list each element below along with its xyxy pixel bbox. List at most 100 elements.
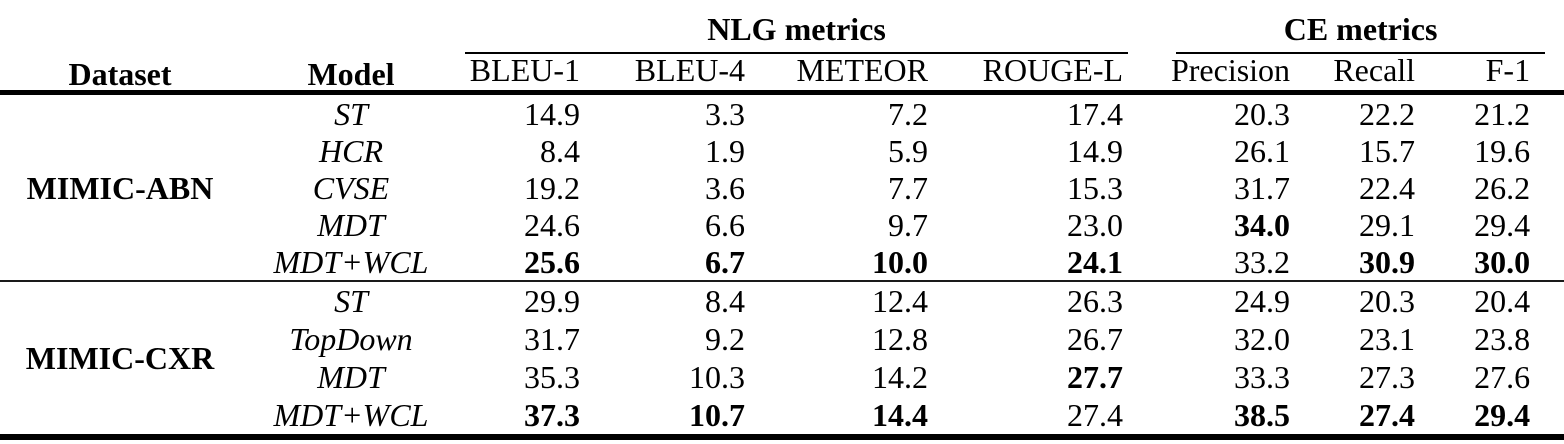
metric-value-cell: 31.7 — [1234, 169, 1291, 206]
metric-value-cell: 27.4 — [1295, 396, 1421, 440]
metric-value-cell: 20.4 — [1474, 283, 1531, 319]
column-header-dataset: Dataset — [0, 0, 240, 95]
metric-value-cell: 22.4 — [1359, 169, 1416, 206]
metric-value-cell: 26.2 — [1474, 169, 1531, 206]
metric-value-cell: 31.7 — [524, 321, 580, 357]
metric-value-cell: 8.4 — [540, 132, 580, 169]
model-cell: MDT+WCL — [240, 396, 440, 440]
group-header-row: Dataset Model NLG metrics CE metrics — [0, 0, 1564, 95]
table-row: MIMIC-CXR ST 29.9 8.4 12.4 26.3 24.9 20.3 20.4 — [0, 281, 1564, 440]
metric-value-cell: 23.8 — [1474, 321, 1531, 357]
metric-value-cell: 33.3 — [1234, 359, 1291, 395]
section-mimic-abn: MIMIC-ABN ST 14.9 3.3 7.2 17.4 20.3 22.2 21.2 HCR… — [0, 92, 1564, 282]
dataset-cell: MIMIC-ABN — [0, 92, 240, 282]
column-header-precision: Precision — [1128, 54, 1296, 95]
metric-header-row: BLEU-1 BLEU-4 METEOR ROUGE-L Precision R… — [0, 54, 1564, 95]
table-row: MDT+WCL 25.6 6.7 10.0 24.1 33.2 30.9 30.0 — [0, 243, 1564, 282]
metric-value-cell: 26.1 — [1234, 132, 1291, 169]
metric-value-cell: 22.2 — [1359, 95, 1416, 132]
table-row: HCR 8.4 1.9 5.9 14.9 26.1 15.7 19.6 — [0, 132, 1564, 169]
metric-value-cell: 24.1 — [933, 243, 1129, 282]
table-row: MIMIC-ABN ST 14.9 3.3 7.2 17.4 20.3 22.2 21.2 — [0, 92, 1564, 282]
model-cell: MDT — [317, 359, 385, 395]
model-cell: TopDown — [289, 321, 413, 357]
metric-value-cell: 17.4 — [1067, 95, 1124, 132]
metric-value-cell: 37.3 — [440, 396, 585, 440]
metric-value-cell: 29.4 — [1420, 396, 1564, 440]
metric-value-cell: 24.9 — [1234, 283, 1291, 319]
dataset-cell: MIMIC-CXR — [0, 281, 240, 440]
model-cell: ST — [334, 95, 368, 132]
metric-value-cell: 32.0 — [1234, 321, 1291, 357]
group-header-nlg-metrics: NLG metrics — [440, 0, 1129, 54]
metric-value-cell: 5.9 — [888, 132, 928, 169]
metric-value-cell: 7.7 — [888, 169, 928, 206]
table-row: TopDown 31.7 9.2 12.8 26.7 32.0 23.1 23.8 — [0, 320, 1564, 358]
metric-value-cell: 23.0 — [1067, 206, 1124, 243]
metric-value-cell: 14.9 — [524, 95, 580, 132]
metric-value-cell: 15.7 — [1359, 132, 1416, 169]
metric-value-cell: 25.6 — [440, 243, 585, 282]
column-header-f1: F-1 — [1420, 54, 1564, 95]
metric-value-cell: 6.6 — [705, 206, 745, 243]
section-mimic-cxr: MIMIC-CXR ST 29.9 8.4 12.4 26.3 24.9 20.3 20.4 To… — [0, 281, 1564, 440]
metric-value-cell: 27.4 — [933, 396, 1129, 440]
column-header-recall: Recall — [1295, 54, 1421, 95]
metric-value-cell: 14.4 — [750, 396, 933, 440]
metric-value-cell: 12.8 — [872, 321, 928, 357]
column-header-meteor: METEOR — [750, 54, 933, 95]
metric-value-cell: 21.2 — [1474, 95, 1531, 132]
group-header-ce-label: CE metrics — [1283, 11, 1438, 47]
group-header-ce-metrics: CE metrics — [1128, 0, 1564, 54]
metric-value-cell: 30.0 — [1420, 243, 1564, 282]
metric-value-cell: 33.2 — [1128, 243, 1296, 282]
metric-value-cell: 20.3 — [1234, 95, 1291, 132]
metric-value-cell: 29.1 — [1359, 206, 1416, 243]
metric-value-cell: 8.4 — [705, 283, 745, 319]
model-cell: MDT+WCL — [240, 243, 440, 282]
metric-value-cell: 14.9 — [1067, 132, 1124, 169]
metric-value-cell: 29.9 — [524, 283, 580, 319]
metric-value-cell: 26.3 — [1067, 283, 1124, 319]
metric-value-cell: 34.0 — [1234, 206, 1291, 243]
metric-value-cell: 27.7 — [1067, 359, 1124, 395]
metric-value-cell: 30.9 — [1295, 243, 1421, 282]
model-cell: CVSE — [312, 169, 390, 206]
metric-value-cell: 10.0 — [750, 243, 933, 282]
metric-value-cell: 12.4 — [872, 283, 928, 319]
metric-value-cell: 19.6 — [1474, 132, 1531, 169]
model-cell: ST — [334, 283, 368, 319]
table-row: CVSE 19.2 3.6 7.7 15.3 31.7 22.4 26.2 — [0, 169, 1564, 206]
column-header-model: Model — [240, 0, 440, 95]
metric-value-cell: 35.3 — [524, 359, 580, 395]
metric-value-cell: 15.3 — [1067, 169, 1124, 206]
metric-value-cell: 3.6 — [705, 169, 745, 206]
metric-value-cell: 23.1 — [1359, 321, 1416, 357]
metric-value-cell: 20.3 — [1359, 283, 1416, 319]
table-row: MDT 35.3 10.3 14.2 27.7 33.3 27.3 27.6 — [0, 358, 1564, 396]
metric-value-cell: 10.3 — [689, 359, 745, 395]
column-header-bleu1: BLEU-1 — [440, 54, 585, 95]
table-row: MDT+WCL 37.3 10.7 14.4 27.4 38.5 27.4 29.4 — [0, 396, 1564, 440]
group-header-nlg-label: NLG metrics — [707, 11, 886, 47]
metric-value-cell: 3.3 — [705, 95, 745, 132]
metric-value-cell: 26.7 — [1067, 321, 1124, 357]
metric-value-cell: 14.2 — [872, 359, 928, 395]
metric-value-cell: 24.6 — [524, 206, 580, 243]
metric-value-cell: 19.2 — [524, 169, 580, 206]
metric-value-cell: 6.7 — [585, 243, 750, 282]
column-header-bleu4: BLEU-4 — [585, 54, 750, 95]
metric-value-cell: 27.3 — [1359, 359, 1416, 395]
metric-value-cell: 29.4 — [1474, 206, 1531, 243]
table-row: MDT 24.6 6.6 9.7 23.0 34.0 29.1 29.4 — [0, 206, 1564, 243]
metric-value-cell: 10.7 — [585, 396, 750, 440]
column-header-rougel: ROUGE-L — [933, 54, 1129, 95]
metric-value-cell: 7.2 — [888, 95, 928, 132]
metric-value-cell: 38.5 — [1128, 396, 1296, 440]
model-cell: MDT — [317, 206, 385, 243]
model-cell: HCR — [319, 132, 383, 169]
metric-value-cell: 9.7 — [888, 206, 928, 243]
metric-value-cell: 1.9 — [705, 132, 745, 169]
